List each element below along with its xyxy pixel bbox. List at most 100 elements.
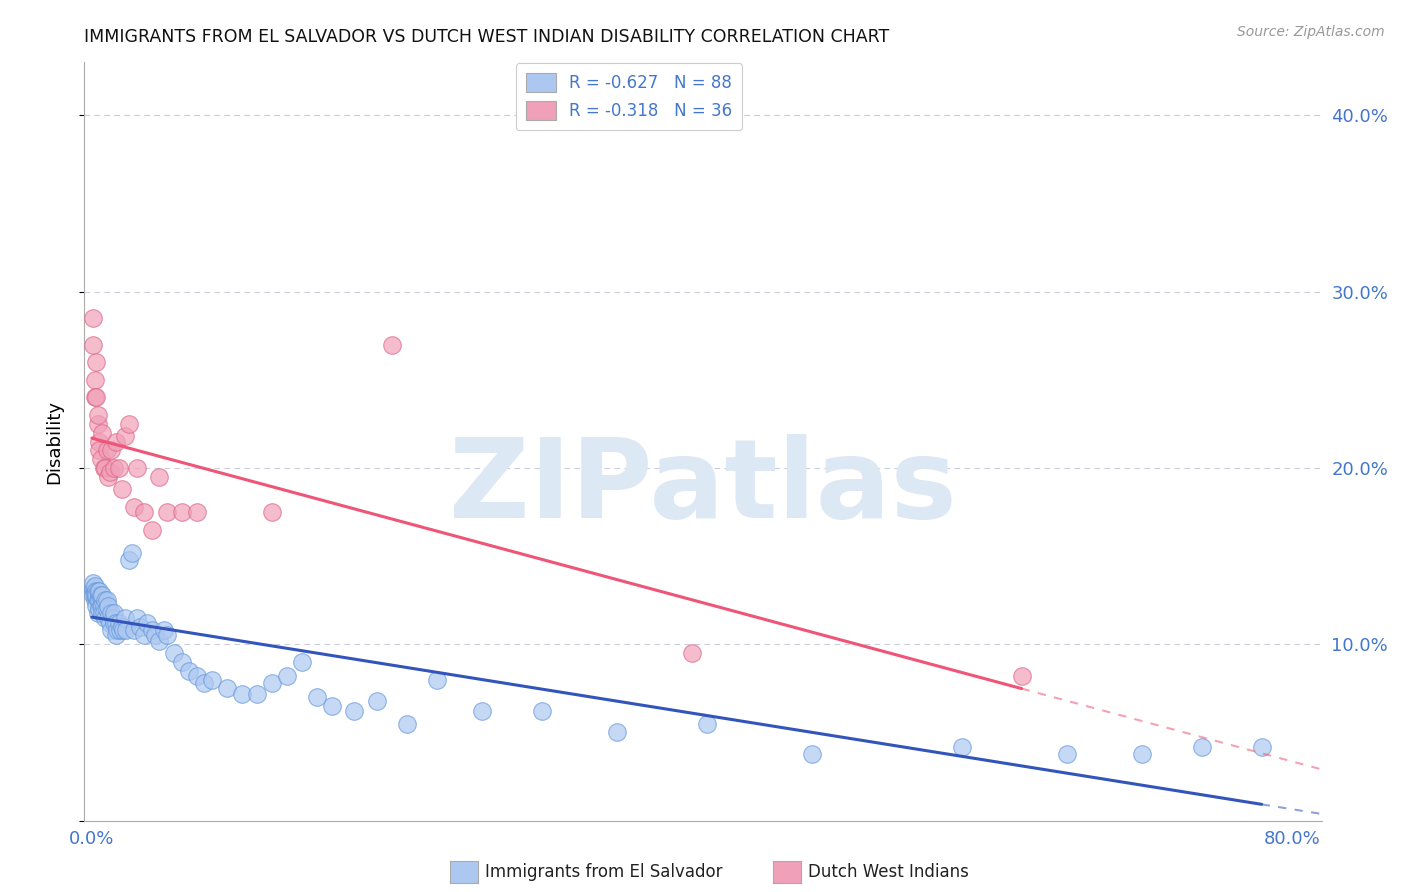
Point xyxy=(82,575,104,590)
Point xyxy=(87,593,110,607)
Point xyxy=(606,725,628,739)
Point xyxy=(231,687,253,701)
Point xyxy=(89,588,111,602)
Point xyxy=(89,434,111,449)
Point xyxy=(111,482,134,496)
Point xyxy=(89,593,111,607)
Point xyxy=(104,616,127,631)
Point xyxy=(260,505,283,519)
Point xyxy=(148,470,170,484)
Point xyxy=(86,588,108,602)
Point xyxy=(98,616,121,631)
Point xyxy=(82,581,104,595)
Point xyxy=(1250,739,1272,754)
Point xyxy=(471,704,494,718)
Point xyxy=(87,606,110,620)
Point xyxy=(87,408,110,422)
Point xyxy=(82,311,104,326)
Point xyxy=(141,624,163,638)
Point xyxy=(83,391,105,405)
Point xyxy=(97,470,120,484)
Point xyxy=(215,681,238,696)
Text: Immigrants from El Salvador: Immigrants from El Salvador xyxy=(485,863,723,881)
Point xyxy=(110,624,132,638)
Point xyxy=(118,417,141,431)
Point xyxy=(122,500,145,514)
Point xyxy=(136,616,159,631)
Point xyxy=(96,602,118,616)
Point xyxy=(82,588,104,602)
Point xyxy=(246,687,269,701)
Point xyxy=(201,673,224,687)
Point xyxy=(179,664,201,678)
Point xyxy=(101,611,124,625)
Point xyxy=(103,461,125,475)
Point xyxy=(530,704,553,718)
Point xyxy=(96,443,118,458)
Point xyxy=(94,593,117,607)
Point xyxy=(305,690,328,705)
Point xyxy=(125,611,148,625)
Point xyxy=(193,676,215,690)
Point xyxy=(153,624,176,638)
Point xyxy=(93,599,115,613)
Point xyxy=(170,655,193,669)
Point xyxy=(93,606,115,620)
Point xyxy=(134,628,156,642)
Text: IMMIGRANTS FROM EL SALVADOR VS DUTCH WEST INDIAN DISABILITY CORRELATION CHART: IMMIGRANTS FROM EL SALVADOR VS DUTCH WES… xyxy=(84,28,890,45)
Point xyxy=(86,355,108,369)
Point xyxy=(111,620,134,634)
Point xyxy=(91,599,114,613)
Point xyxy=(366,694,388,708)
Point xyxy=(681,646,703,660)
Point xyxy=(186,669,208,683)
Point xyxy=(100,624,122,638)
Point xyxy=(121,546,143,560)
Point xyxy=(86,590,108,604)
Point xyxy=(91,588,114,602)
Point xyxy=(343,704,366,718)
Point xyxy=(100,443,122,458)
Point xyxy=(260,676,283,690)
Point xyxy=(91,425,114,440)
Point xyxy=(90,591,112,606)
Point xyxy=(1056,747,1078,761)
Point xyxy=(114,611,136,625)
Point xyxy=(83,579,105,593)
Point xyxy=(94,611,117,625)
Point xyxy=(89,602,111,616)
Point xyxy=(83,588,105,602)
Point xyxy=(186,505,208,519)
Point xyxy=(128,620,150,634)
Point xyxy=(1191,739,1213,754)
Y-axis label: Disability: Disability xyxy=(45,400,63,483)
Point xyxy=(104,628,127,642)
Point xyxy=(276,669,298,683)
Point xyxy=(105,624,128,638)
Text: Source: ZipAtlas.com: Source: ZipAtlas.com xyxy=(1237,25,1385,39)
Point xyxy=(141,523,163,537)
Point xyxy=(143,628,166,642)
Point xyxy=(90,588,112,602)
Point xyxy=(156,505,179,519)
Point xyxy=(381,337,404,351)
Point xyxy=(103,606,125,620)
Point xyxy=(83,373,105,387)
Point xyxy=(82,337,104,351)
Legend: R = -0.627   N = 88, R = -0.318   N = 36: R = -0.627 N = 88, R = -0.318 N = 36 xyxy=(516,63,742,130)
Point xyxy=(108,461,131,475)
Point xyxy=(83,593,105,607)
Point xyxy=(86,391,108,405)
Point xyxy=(94,461,117,475)
Point xyxy=(1011,669,1033,683)
Point xyxy=(696,716,718,731)
Point xyxy=(112,624,135,638)
Point xyxy=(134,505,156,519)
Point xyxy=(83,584,105,599)
Point xyxy=(97,599,120,613)
Point xyxy=(426,673,449,687)
Point xyxy=(122,624,145,638)
Point xyxy=(114,429,136,443)
Point xyxy=(163,646,186,660)
Point xyxy=(87,417,110,431)
